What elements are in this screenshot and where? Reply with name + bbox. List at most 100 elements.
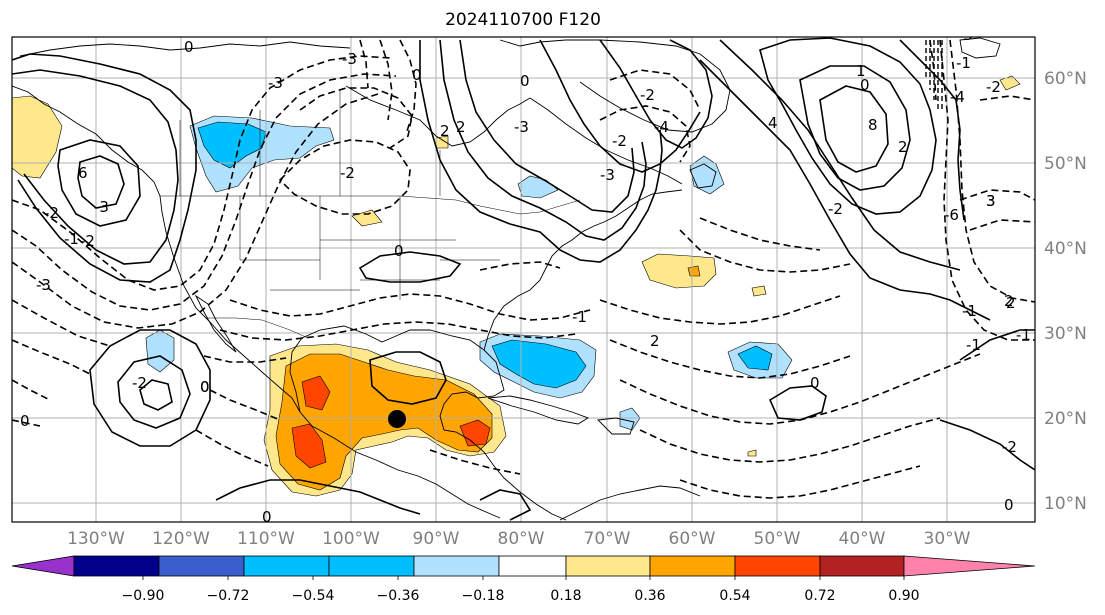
lat-label: 30°N [1044,324,1087,344]
colorbar-swatch [649,555,736,577]
fill-red-mexico-north [301,375,331,411]
fill-lightblue-caribbean [619,407,641,431]
contour-label: -2 [1002,438,1017,456]
border-state-1 [239,196,500,300]
contour-label: -3 [958,26,973,44]
contour-label: 0 [394,242,404,260]
coast-greenland [499,39,731,133]
map-frame [11,36,1036,523]
fill-yellow-atlantic-small [751,285,767,297]
contour-label: -6 [944,206,959,224]
lon-label: 60°W [669,529,716,549]
colorbar-extend-high [903,555,1036,577]
map-plot-area: 0 -3 -3 2 -2 -3 6 -4 8 2 3 1 2 -2 -1 -2 … [12,26,1035,526]
lat-label: 10°N [1044,494,1087,514]
contour-label: -2 [132,374,147,392]
borders [160,90,581,339]
fill-lightblue-newfoundland [689,155,725,195]
colorbar-tick-label: −0.18 [462,588,505,604]
lon-label: 110°W [237,529,295,549]
lat-label: 40°N [1044,239,1087,259]
colorbar-swatch [819,555,905,577]
lon-label: 70°W [584,529,631,549]
contour-label: -1 [956,54,971,72]
contour-label: -1 [962,302,977,320]
contour-label: 0 [200,378,210,396]
lon-label: 90°W [413,529,460,549]
lat-label: 60°N [1044,69,1087,89]
storm-center-marker [388,410,406,428]
contour-label: 0 [860,76,870,94]
contour-label: 0 [810,374,820,392]
dense-jet-contours [925,40,943,110]
lon-label: 50°W [754,529,801,549]
contour-label: 0 [520,72,530,90]
colorbar-tick-label: −0.72 [207,588,250,604]
contour-label: 0 [262,508,272,526]
contour-label: 3 [986,192,996,210]
contour-label: -4 [654,118,669,136]
fill-blue-atlantic2 [737,345,773,371]
coast-hispaniola [597,417,635,435]
contour-label: 2 [650,332,660,350]
contour-label: -3 [268,74,283,92]
coast-cuba [487,395,590,425]
contour-label: -3 [342,50,357,68]
lon-label: 80°W [498,529,545,549]
contour-label: 0 [1004,496,1014,514]
border-us-mexico [206,317,309,339]
colorbar-swatch [243,555,330,577]
colorbar-tick-label: 0.90 [888,588,919,604]
colorbar-ticks [142,576,905,580]
lon-label: 40°W [839,529,886,549]
contour-label: 8 [868,116,878,134]
colorbar-tick-label: 0.54 [719,588,750,604]
fill-blue-rockies [197,121,267,169]
colorbar-swatch [498,555,567,577]
coastlines [12,37,1001,521]
contour-label: -1 [64,230,79,248]
contour-label: -2 [80,232,95,250]
colorbar-tick-label: −0.36 [377,588,420,604]
contour-label: -2 [828,200,843,218]
coast-iceland [959,37,1001,59]
colorbar-tick-label: 0.36 [634,588,665,604]
contour-label: -1 [572,308,587,326]
contour-label: 0 [184,38,194,56]
colorbar-tick-label: −0.90 [122,588,165,604]
lon-label: 130°W [67,529,125,549]
anomaly-fills [12,75,1021,497]
lon-label: 120°W [152,529,210,549]
contour-label: 2 [898,138,908,156]
colorbar [11,555,1036,577]
colorbar-swatch [565,555,651,577]
contour-label: 3 [986,192,996,210]
contour-label: -2 [340,164,355,182]
contour-label: -2 [44,204,59,222]
contour-label: -4 [950,88,965,106]
contour-label: -3 [600,166,615,184]
colorbar-tick-label: 0.18 [550,588,581,604]
colorbar-swatch [734,555,821,577]
border-state-2 [179,90,441,196]
contour-label: -3 [514,118,529,136]
contour-label: 2 [1006,294,1016,312]
coast-central-america [443,429,567,521]
dashed-contours [12,39,1035,499]
contour-label: -1 [966,336,981,354]
lat-label: 20°N [1044,409,1087,429]
contour-label: 1 [856,62,866,80]
colorbar-swatch [73,555,160,577]
fill-yellow-pacific [12,95,63,179]
fill-red-yucatan [459,419,491,447]
coast-newfoundland [689,163,717,189]
gridlines [12,37,1035,522]
contour-label: 0 [200,378,210,396]
lon-label: 30°W [924,529,971,549]
contour-label: -2 [612,132,627,150]
fill-blue-bahamas [491,339,587,389]
contour-label: -2 [986,78,1001,96]
contour-label: -2 [640,86,655,104]
border-us-canada [160,195,581,215]
